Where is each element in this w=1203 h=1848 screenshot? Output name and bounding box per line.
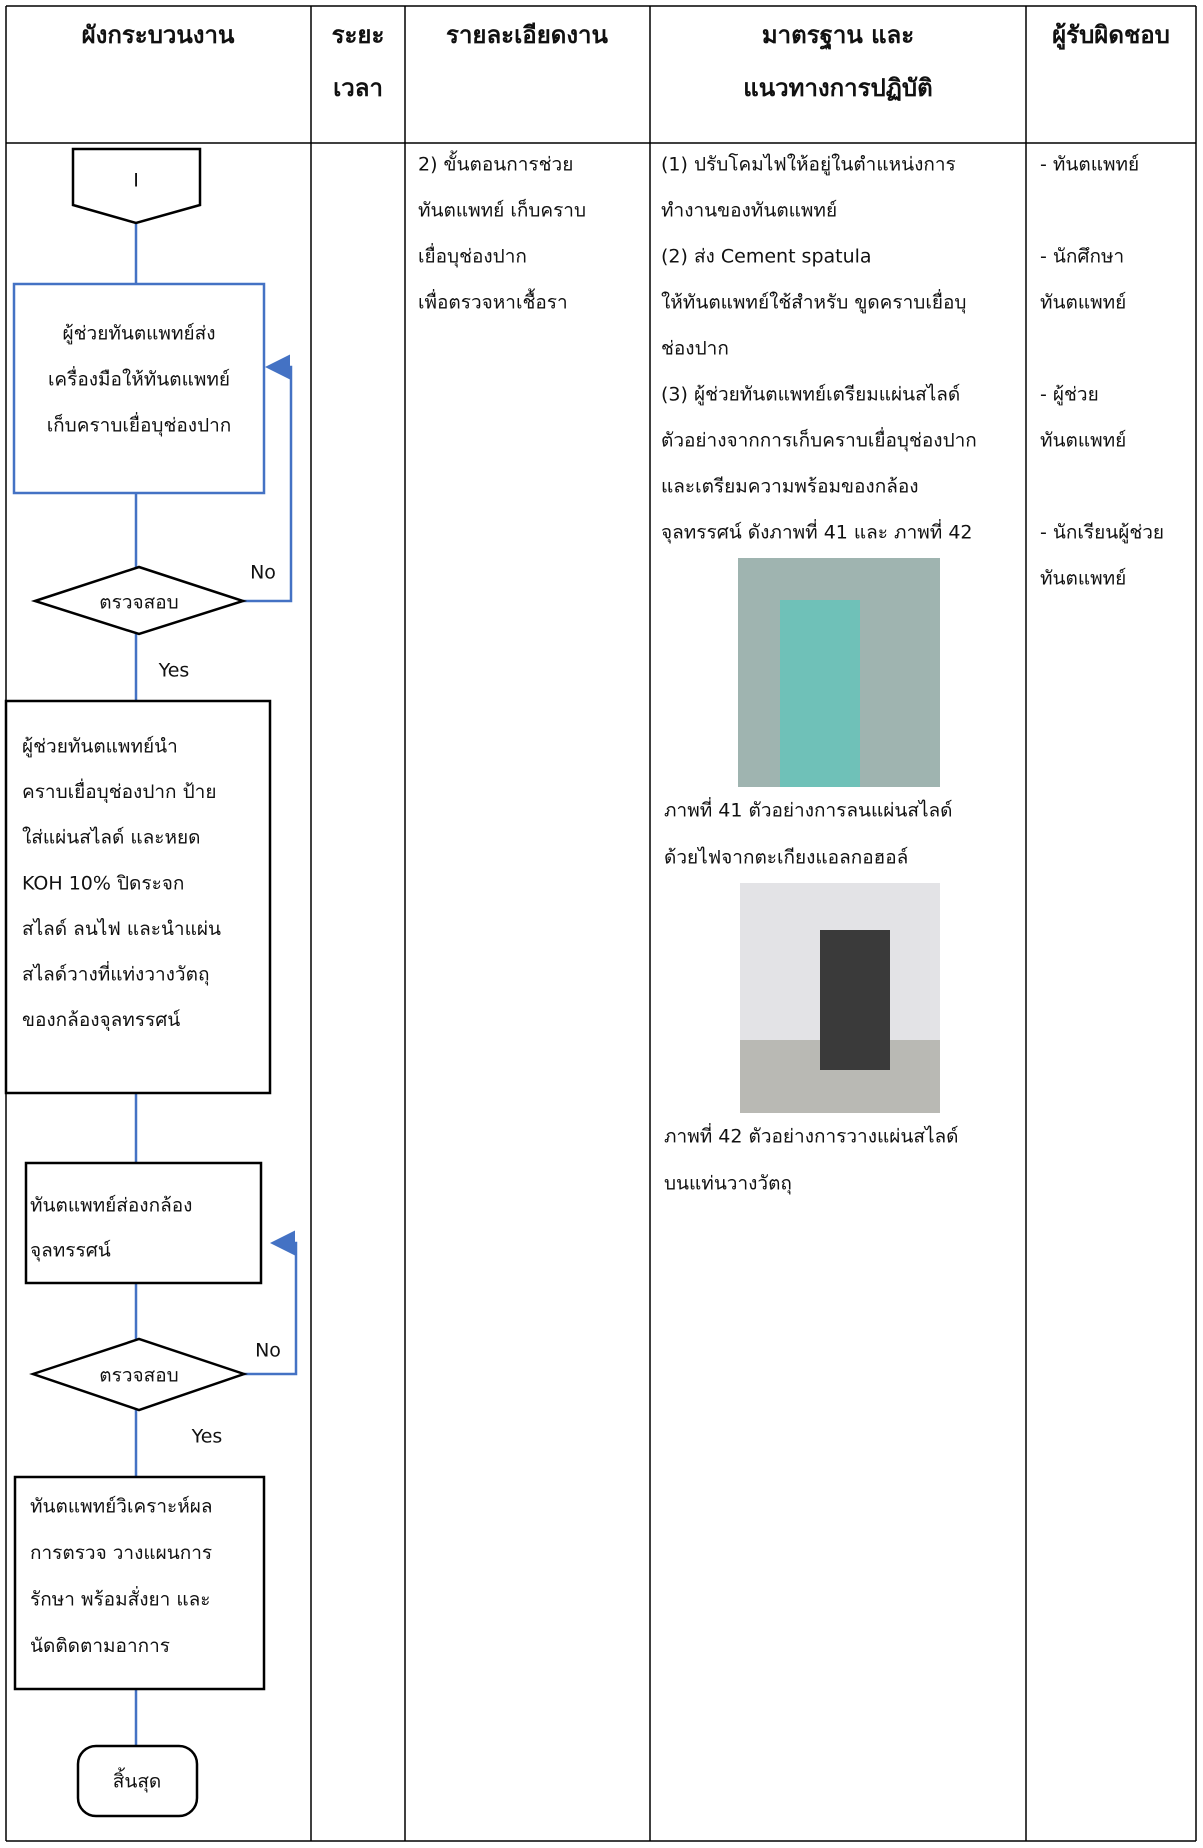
text-line: ทันตแพทย์ส่องกล้อง	[30, 1195, 192, 1217]
text-line: มาตรฐาน และ	[762, 21, 914, 51]
text-line: ผู้ช่วยทันตแพทย์ส่ง	[63, 323, 216, 345]
text-line: ทันตแพทย์	[1040, 568, 1126, 590]
text-line: สิ้นสุด	[113, 1768, 162, 1794]
text-line: - ผู้ช่วย	[1040, 384, 1099, 406]
text-line: ผังกระบวนงาน	[82, 21, 235, 49]
text-line: ตรวจสอบ	[99, 1365, 178, 1387]
text-line: การตรวจ วางแผนการ	[30, 1542, 212, 1564]
text-line: Yes	[191, 1426, 223, 1448]
text-line: ทันตแพทย์ เก็บคราบ	[418, 198, 586, 222]
text-line: และเตรียมความพร้อมของกล้อง	[661, 476, 919, 498]
text-line: บนแท่นวางวัตถุ	[664, 1173, 792, 1196]
photo-detail	[780, 600, 860, 787]
text-line: ด้วยไฟจากตะเกียงแอลกอฮอล์	[664, 847, 908, 869]
text-line: (2) ส่ง Cement spatula	[661, 246, 872, 268]
text-line: สไลด์ ลนไฟ และนำแผ่น	[22, 918, 221, 940]
text-line: ทันตแพทย์	[1040, 430, 1126, 452]
text-line: ผู้รับผิดชอบ	[1052, 21, 1170, 50]
text-line: ตรวจสอบ	[99, 592, 178, 614]
text-line: ระยะ	[332, 21, 385, 49]
text-line: คราบเยื่อบุช่องปาก ป้าย	[22, 778, 216, 804]
photos	[738, 558, 940, 1113]
text-line: Yes	[158, 660, 190, 682]
text-line: ให้ทันตแพทย์ใช้สำหรับ ขูดคราบเยื่อบุ	[661, 289, 966, 315]
text-line: ช่องปาก	[661, 338, 729, 360]
photo-detail	[820, 930, 890, 1070]
flowchart	[4, 147, 298, 1818]
text-line: ผู้ช่วยทันตแพทย์นำ	[22, 736, 178, 758]
text-line: เครื่องมือให้ทันตแพทย์	[48, 366, 230, 391]
text-line: ใส่แผ่นสไลด์ และหยด	[22, 827, 201, 849]
text-line: No	[250, 562, 276, 584]
text-line: ภาพที่ 41 ตัวอย่างการลนแผ่นสไลด์	[664, 797, 953, 822]
text-line: (3) ผู้ช่วยทันตแพทย์เตรียมแผ่นสไลด์	[661, 384, 960, 406]
text-line: 2) ขั้นตอนการช่วย	[418, 151, 573, 176]
text-line: สไลด์วางที่แท่งวางวัตถุ	[22, 961, 209, 987]
text-line: นัดติดตามอาการ	[30, 1635, 170, 1657]
text-line: ทันตแพทย์วิเคราะห์ผล	[30, 1496, 213, 1518]
text-line: ตัวอย่างจากการเก็บคราบเยื่อบุช่องปาก	[661, 427, 977, 453]
text-line: I	[133, 170, 139, 192]
table-grid	[5, 5, 1197, 1842]
text-line: ทำงานของทันตแพทย์	[661, 200, 837, 222]
text-line: ของกล้องจุลทรรศน์	[22, 1009, 180, 1032]
text-line: รายละเอียดงาน	[446, 21, 608, 49]
text-line: จุลทรรศน์	[30, 1240, 111, 1263]
text-line: KOH 10% ปิดระจก	[22, 872, 184, 894]
text-line: ทันตแพทย์	[1040, 292, 1126, 314]
text-line: - นักศึกษา	[1040, 246, 1124, 268]
text-line: เพื่อตรวจหาเชื้อรา	[418, 289, 568, 314]
text-line: - ทันตแพทย์	[1040, 154, 1139, 176]
text-line: เก็บคราบเยื่อบุช่องปาก	[47, 412, 232, 438]
text-line: รักษา พร้อมสั่งยา และ	[30, 1586, 210, 1611]
text-line: จุลทรรศน์ ดังภาพที่ 41 และ ภาพที่ 42	[661, 519, 973, 545]
text-line: เยื่อบุช่องปาก	[418, 243, 527, 269]
text-line: เวลา	[333, 74, 383, 102]
text-line: แนวทางการปฏิบัติ	[743, 74, 932, 102]
text-line: (1) ปรับโคมไฟให้อยู่ในตำแหน่งการ	[661, 153, 956, 176]
text-line: - นักเรียนผู้ช่วย	[1040, 522, 1164, 544]
text-line: ภาพที่ 42 ตัวอย่างการวางแผ่นสไลด์	[664, 1123, 959, 1148]
text-line: No	[255, 1340, 281, 1362]
